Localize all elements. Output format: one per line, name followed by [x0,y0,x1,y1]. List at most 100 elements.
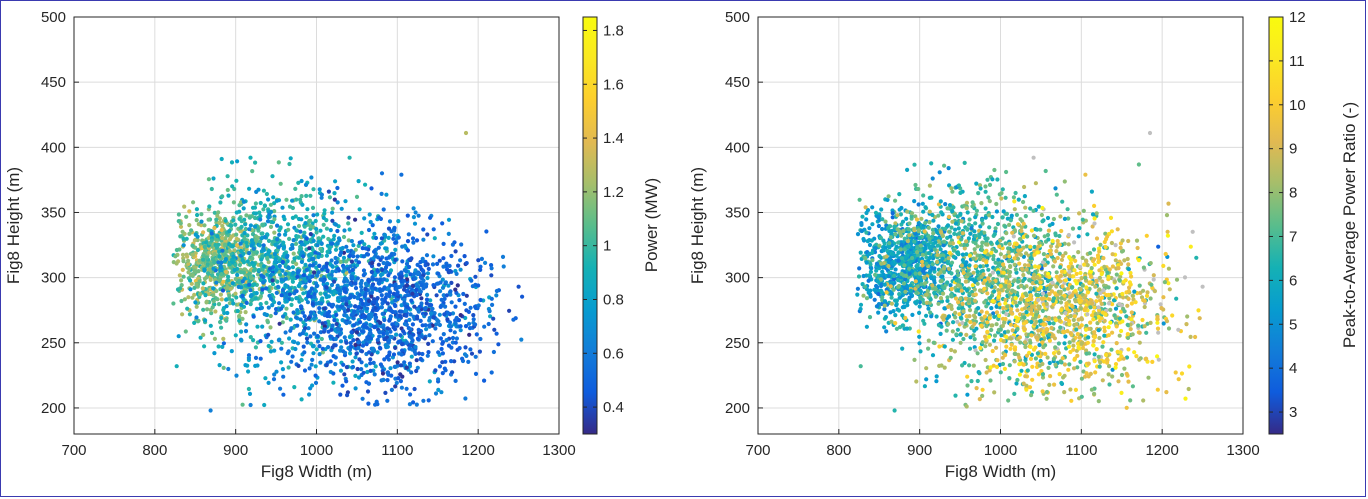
scatter-point [356,243,361,248]
scatter-point [258,339,263,344]
scatter-point [237,262,242,268]
scatter-point [1076,234,1081,239]
scatter-point [407,317,412,322]
scatter-point [411,215,416,220]
scatter-point [456,263,461,268]
scatter-point [872,297,877,302]
scatter-point [301,344,306,349]
scatter-point [488,314,493,319]
scatter-point [291,270,296,275]
scatter-point [383,295,388,300]
scatter-point [232,267,237,272]
scatter-point [889,228,895,234]
scatter-point [341,362,346,367]
scatter-point [923,220,928,226]
scatter-point [279,340,284,345]
scatter-point [920,259,925,264]
scatter-point [964,206,969,211]
scatter-point [315,273,320,278]
scatter-point [285,222,291,227]
scatter-point [376,245,381,250]
scatter-point [320,267,325,272]
scatter-point [419,296,424,301]
y-tick-label: 300 [41,270,66,287]
scatter-point [473,354,478,359]
scatter-point [266,305,271,310]
scatter-point [450,370,455,375]
scatter-point [314,226,319,232]
scatter-point [314,347,319,352]
scatter-point [250,256,255,261]
scatter-point [292,256,297,261]
scatter-point [284,315,289,321]
scatter-point [938,331,943,336]
scatter-point [181,236,186,241]
scatter-point [332,318,337,323]
scatter-point [375,296,380,301]
scatter-point [253,238,258,243]
scatter-point [290,265,295,270]
scatter-point [900,323,905,328]
scatter-point [368,219,373,225]
scatter-point [430,306,435,311]
scatter-point [942,266,947,271]
scatter-point [360,301,365,306]
scatter-point [939,210,944,215]
scatter-point [489,273,494,278]
scatter-point [399,303,404,308]
x-tick-label: 1100 [381,442,413,459]
scatter-point [266,238,272,243]
scatter-point [344,270,349,275]
scatter-point [898,247,903,252]
scatter-point [951,320,956,325]
scatter-point [212,336,217,341]
scatter-point [978,186,983,191]
scatter-point [932,290,937,295]
scatter-point [302,368,308,373]
scatter-point [346,308,351,313]
scatter-point [207,204,212,209]
scatter-point [368,322,373,327]
scatter-point [492,327,497,332]
scatter-point [201,332,206,337]
x-tick-label: 900 [223,442,248,459]
scatter-point [287,292,292,297]
scatter-point [462,254,467,259]
scatter-point [885,197,890,202]
scatter-point [273,268,279,273]
scatter-point [454,290,459,295]
scatter-point [1062,341,1067,346]
scatter-point [223,257,228,262]
scatter-point [363,246,368,251]
scatter-point [367,298,372,303]
scatter-point [332,233,337,238]
scatter-point [913,279,918,284]
scatter-point [286,365,291,370]
scatter-point [421,398,426,403]
scatter-point [276,338,281,343]
scatter-point [217,216,222,221]
scatter-point [425,271,431,276]
scatter-point [253,201,258,206]
scatter-point [230,184,235,189]
scatter-point [249,297,254,302]
scatter-point [333,336,338,342]
scatter-point [248,335,253,340]
scatter-point [438,304,443,309]
scatter-point [391,236,396,241]
scatter-point [1051,216,1056,222]
scatter-point [520,294,525,299]
scatter-point [214,217,219,222]
scatter-point [224,297,229,302]
scatter-point [339,345,344,350]
scatter-point [196,269,201,274]
scatter-point [368,368,373,373]
scatter-point [264,191,269,197]
scatter-point [998,252,1004,257]
scatter-point [192,320,197,325]
scatter-point [959,219,964,224]
scatter-point [224,304,229,309]
scatter-point [203,248,208,253]
scatter-point [891,287,896,292]
scatter-point [209,186,214,192]
